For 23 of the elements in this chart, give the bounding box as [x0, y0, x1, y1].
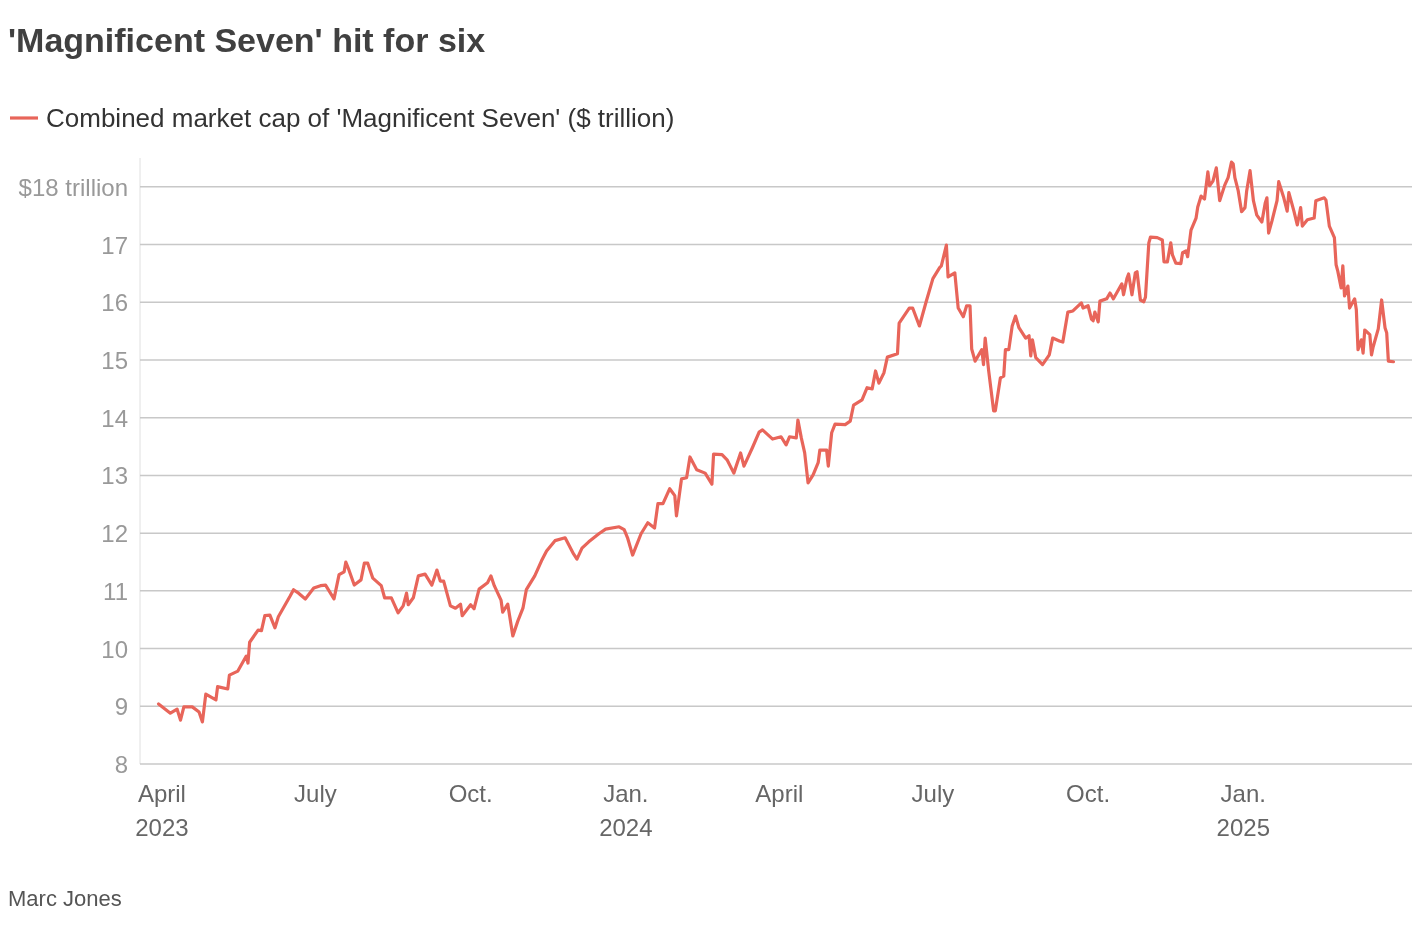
y-tick-label: 17 — [101, 231, 128, 259]
x-tick-label: Oct. — [448, 780, 493, 807]
chart-title: 'Magnificent Seven' hit for six — [8, 21, 486, 59]
y-tick-label: 9 — [114, 693, 128, 721]
y-tick-label: 15 — [101, 347, 128, 374]
y-tick-label: 10 — [101, 635, 128, 663]
line-series — [156, 160, 1396, 724]
x-tick-label: Jan. 2025 — [1216, 780, 1270, 841]
y-tick-label: 8 — [114, 751, 128, 778]
y-tick-label: 16 — [101, 289, 128, 317]
y-tick-label: 14 — [101, 404, 128, 432]
y-tick-label: 12 — [101, 520, 128, 548]
x-tick-label: April 2023 — [135, 780, 189, 841]
legend-label: Combined market cap of 'Magnificent Seven' ($ trillion) — [46, 103, 675, 133]
y-tick-label: $18 trillion — [18, 173, 128, 201]
y-tick-label: 11 — [103, 577, 128, 605]
text: Marc Jones — [8, 886, 122, 911]
x-tick-label: Oct. — [1066, 780, 1111, 807]
x-tick-label: Jan. 2024 — [599, 780, 653, 841]
x-tick-label: July — [911, 780, 955, 807]
x-tick-label: July — [294, 780, 337, 807]
x-tick-label: April — [755, 780, 804, 807]
y-tick-label: 13 — [101, 462, 128, 490]
